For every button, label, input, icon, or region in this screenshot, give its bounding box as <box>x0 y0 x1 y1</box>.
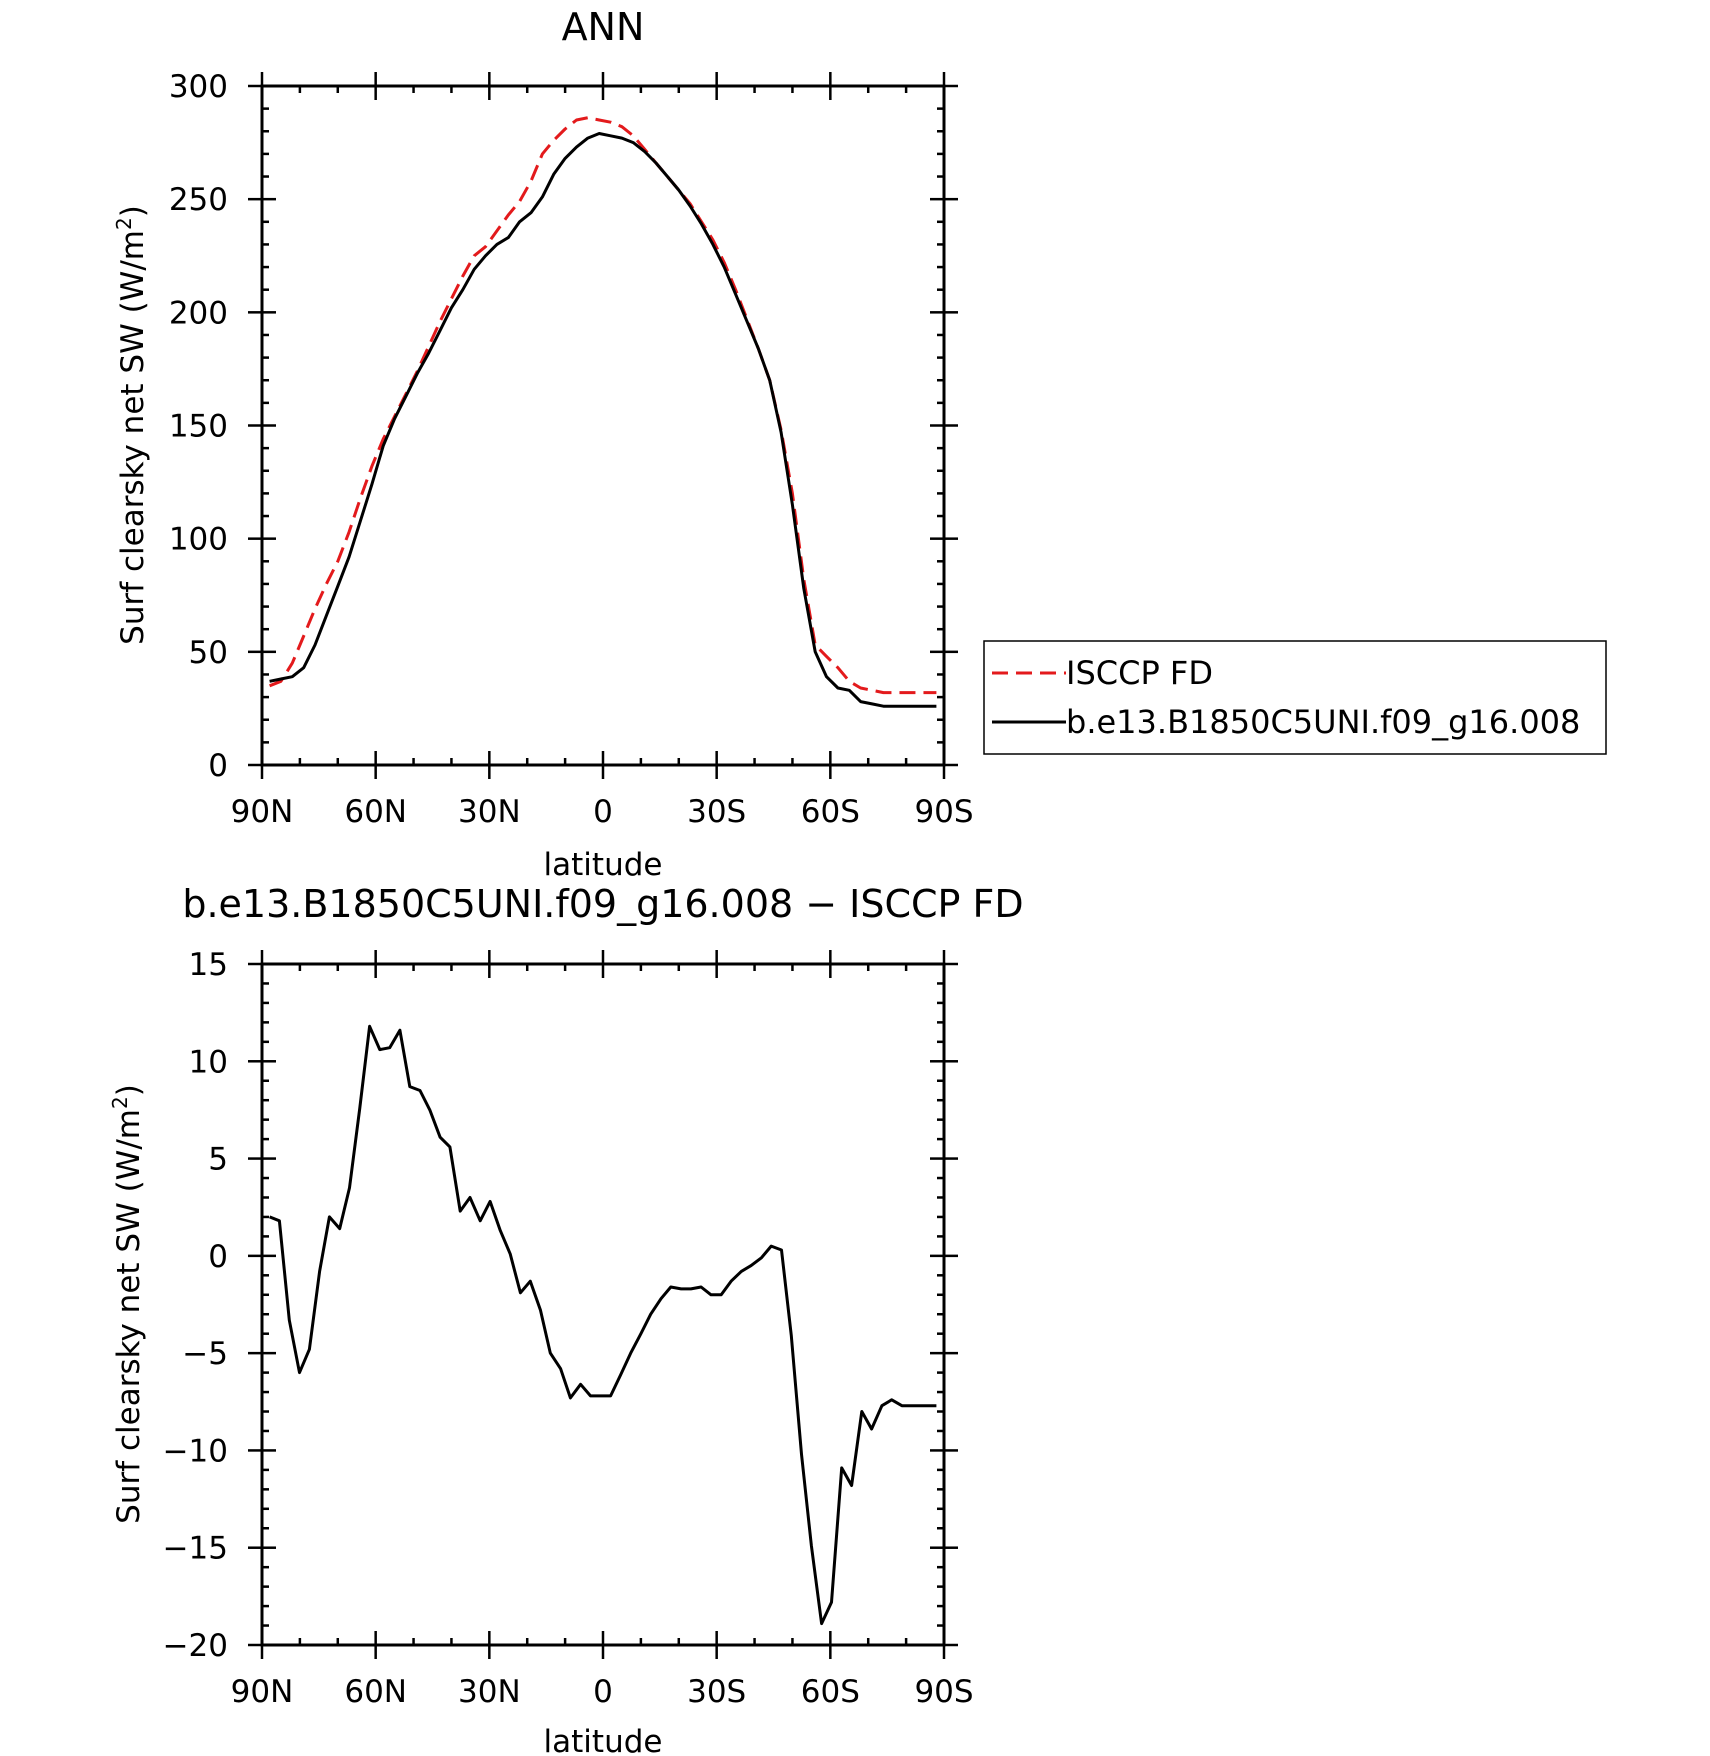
x-tick-label: 90S <box>914 794 973 830</box>
bottom-y-axis-label: Surf clearsky net SW (W/m2) <box>108 1084 147 1524</box>
top-x-axis-label: latitude <box>544 847 663 883</box>
y-tick-label: 0 <box>208 748 228 784</box>
top-y-tick-labels: 0 50 100 150 200 250 300 <box>169 69 228 784</box>
y-tick-label: 50 <box>189 635 228 671</box>
y-tick-label: 0 <box>208 1239 228 1275</box>
x-tick-label: 90S <box>914 1674 973 1710</box>
y-tick-label: 200 <box>169 295 228 331</box>
x-tick-label: 30S <box>687 794 746 830</box>
legend-box <box>983 640 1607 755</box>
x-tick-label: 30N <box>458 1674 521 1710</box>
top-x-tick-labels: 90N 60N 30N 0 30S 60S 90S <box>231 794 974 830</box>
y-tick-label: 300 <box>169 69 228 105</box>
x-tick-label: 60S <box>801 794 860 830</box>
x-tick-label: 30N <box>458 794 521 830</box>
x-tick-label: 30S <box>687 1674 746 1710</box>
y-tick-label: 100 <box>169 522 228 558</box>
top-ticks <box>248 72 958 779</box>
y-tick-label: 150 <box>169 409 228 445</box>
y-tick-label: 250 <box>169 182 228 218</box>
x-tick-label: 60N <box>344 794 407 830</box>
top-legend: ISCCP FD b.e13.B1850C5UNI.f09_g16.008 <box>983 640 1607 755</box>
x-tick-label: 60S <box>801 1674 860 1710</box>
legend-label-isccp: ISCCP FD <box>1066 654 1213 692</box>
x-tick-label: 0 <box>593 794 613 830</box>
legend-label-model: b.e13.B1850C5UNI.f09_g16.008 <box>1066 703 1580 741</box>
y-tick-label: −15 <box>163 1531 228 1567</box>
top-series-group <box>269 116 937 708</box>
bottom-panel: b.e13.B1850C5UNI.f09_g16.008 − ISCCP FD … <box>108 882 1024 1756</box>
bottom-x-axis-label: latitude <box>544 1724 663 1756</box>
y-tick-label: 5 <box>208 1142 228 1178</box>
bottom-chart-title: b.e13.B1850C5UNI.f09_g16.008 − ISCCP FD <box>182 882 1023 926</box>
series-line-isccp-fd <box>269 116 937 695</box>
top-plot-frame <box>260 84 946 767</box>
series-line-difference-1 <box>269 1024 937 1626</box>
bottom-y-tick-labels: −20 −15 −10 −5 0 5 10 15 <box>163 947 228 1664</box>
y-tick-label: 15 <box>189 947 228 983</box>
y-tick-label: −10 <box>163 1433 228 1469</box>
y-tick-label: 10 <box>189 1044 228 1080</box>
x-tick-label: 90N <box>231 1674 294 1710</box>
x-tick-label: 0 <box>593 1674 613 1710</box>
y-tick-label: −20 <box>163 1628 228 1664</box>
x-tick-label: 60N <box>344 1674 407 1710</box>
bottom-x-tick-labels: 90N 60N 30N 0 30S 60S 90S <box>231 1674 974 1710</box>
top-chart-title: ANN <box>562 5 645 49</box>
bottom-ticks <box>248 950 958 1659</box>
x-tick-label: 90N <box>231 794 294 830</box>
y-tick-label: −5 <box>182 1336 228 1372</box>
bottom-series-group <box>269 1024 937 1626</box>
top-y-axis-label: Surf clearsky net SW (W/m2) <box>112 205 151 645</box>
series-line-b-e13-b1850c5uni-f09-g16-008 <box>269 132 937 708</box>
